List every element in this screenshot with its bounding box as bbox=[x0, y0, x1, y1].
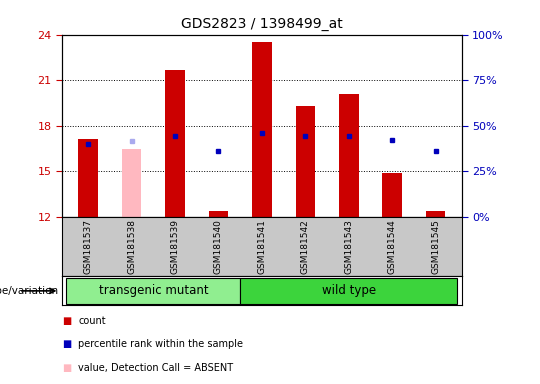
Text: GSM181545: GSM181545 bbox=[431, 219, 440, 274]
Text: genotype/variation: genotype/variation bbox=[0, 286, 59, 296]
Text: GSM181541: GSM181541 bbox=[258, 219, 266, 274]
Text: GSM181543: GSM181543 bbox=[345, 219, 353, 274]
Text: GSM181539: GSM181539 bbox=[171, 219, 179, 274]
Text: GSM181540: GSM181540 bbox=[214, 219, 223, 274]
Text: GSM181544: GSM181544 bbox=[388, 219, 397, 274]
Text: GSM181538: GSM181538 bbox=[127, 219, 136, 274]
Bar bbox=[208, 211, 228, 217]
Bar bbox=[426, 211, 445, 217]
Text: ■: ■ bbox=[62, 339, 71, 349]
Text: ■: ■ bbox=[62, 363, 71, 373]
Bar bbox=[252, 42, 272, 217]
Text: count: count bbox=[78, 316, 106, 326]
Bar bbox=[66, 278, 240, 304]
Bar bbox=[382, 173, 402, 217]
Text: value, Detection Call = ABSENT: value, Detection Call = ABSENT bbox=[78, 363, 233, 373]
Text: transgenic mutant: transgenic mutant bbox=[98, 285, 208, 297]
Bar bbox=[165, 70, 185, 217]
Text: GSM181537: GSM181537 bbox=[84, 219, 93, 274]
Title: GDS2823 / 1398499_at: GDS2823 / 1398499_at bbox=[181, 17, 343, 31]
Text: percentile rank within the sample: percentile rank within the sample bbox=[78, 339, 244, 349]
Bar bbox=[78, 139, 98, 217]
Bar bbox=[122, 149, 141, 217]
Bar bbox=[240, 278, 457, 304]
Text: ■: ■ bbox=[62, 316, 71, 326]
Bar bbox=[339, 94, 359, 217]
Text: GSM181542: GSM181542 bbox=[301, 219, 310, 274]
Text: wild type: wild type bbox=[322, 285, 376, 297]
Bar bbox=[295, 106, 315, 217]
